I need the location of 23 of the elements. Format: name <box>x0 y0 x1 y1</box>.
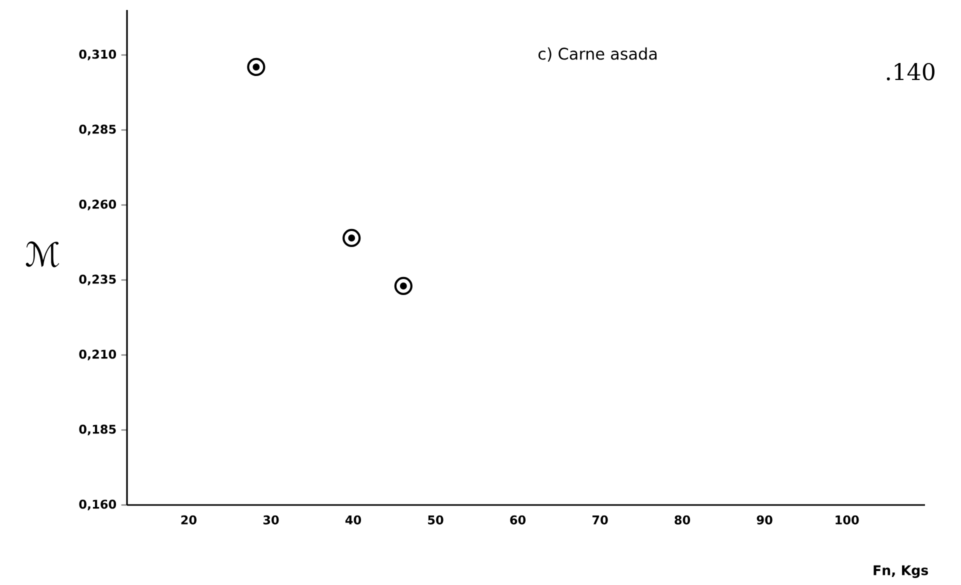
y-tick-label: 0,235 <box>79 274 116 286</box>
x-tick-label: 70 <box>592 515 608 524</box>
y-tick-label: 0,310 <box>79 50 116 60</box>
point <box>394 276 412 296</box>
x-tick-label: 40 <box>345 515 362 524</box>
x-tick-label: 90 <box>756 515 772 524</box>
y-tick-label: 0,160 <box>79 500 116 510</box>
y-tick-label: 0,260 <box>79 200 116 210</box>
y-tick-label: 0,285 <box>79 124 116 136</box>
point <box>247 58 266 76</box>
y-tick-label: 0,210 <box>79 350 116 360</box>
x-axis-title: Fn, Kgs <box>874 565 928 578</box>
x-tick-label: 100 <box>836 515 859 524</box>
x-tick-label: 20 <box>181 515 196 524</box>
annotation: .140 <box>886 62 934 80</box>
x-tick-label: 60 <box>510 515 526 524</box>
text: c) Carne asada <box>538 47 657 62</box>
point <box>342 228 361 248</box>
y-tick-label: 0,185 <box>79 424 116 436</box>
x-tick-label: 30 <box>263 515 279 524</box>
x-tick-label: 50 <box>428 515 444 524</box>
y-axis-title: ℳ <box>26 241 60 268</box>
x-tick-label: 80 <box>674 515 690 524</box>
